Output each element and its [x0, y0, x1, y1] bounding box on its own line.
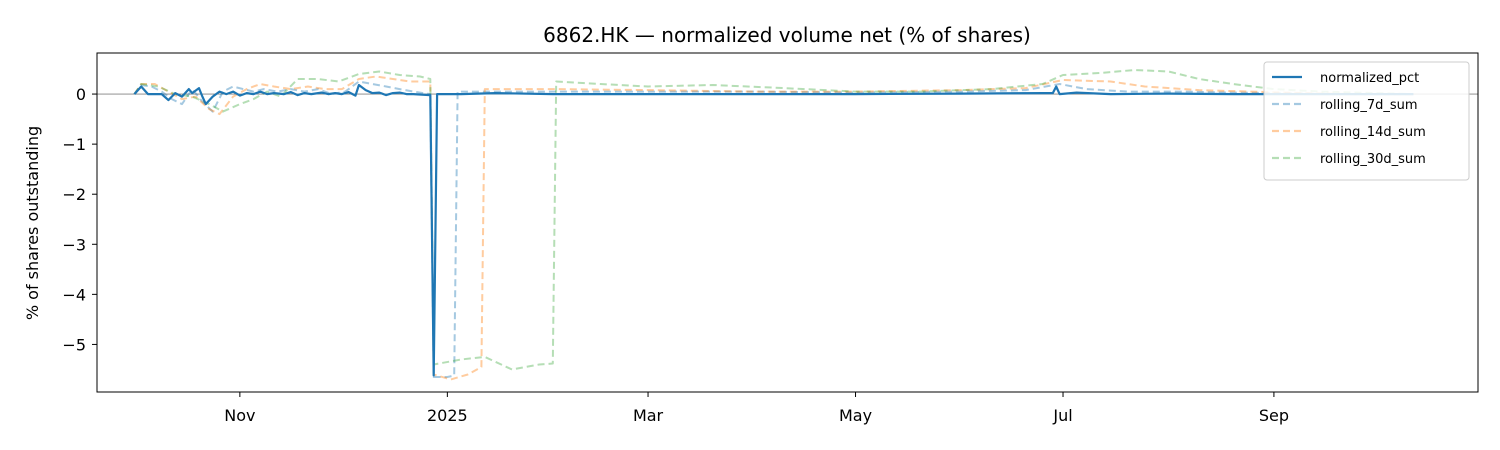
x-axis: Nov 2025 Mar May Jul Sep: [224, 392, 1289, 425]
chart-title: 6862.HK — normalized volume net (% of sh…: [543, 23, 1031, 47]
x-tick-label: Sep: [1259, 406, 1289, 425]
y-tick-label: −4: [62, 285, 86, 304]
legend-label-rolling-30d-sum: rolling_30d_sum: [1320, 152, 1426, 167]
x-tick-label: Mar: [633, 406, 664, 425]
legend-label-rolling-7d-sum: rolling_7d_sum: [1320, 98, 1418, 113]
legend-label-normalized-pct: normalized_pct: [1320, 71, 1419, 86]
y-tick-label: 0: [76, 85, 86, 104]
y-axis-label: % of shares outstanding: [23, 126, 42, 320]
legend: normalized_pct rolling_7d_sum rolling_14d_…: [1263, 61, 1470, 181]
series-line-rolling-30d-sum: [133, 69, 1414, 371]
series-line-normalized-pct: [133, 83, 1414, 377]
series-line-rolling-14d-sum: [133, 75, 1414, 381]
y-tick-label: −3: [62, 235, 86, 254]
y-tick-label: −2: [62, 185, 86, 204]
y-tick-label: −5: [62, 335, 86, 354]
y-tick-label: −1: [62, 135, 86, 154]
legend-label-rolling-14d-sum: rolling_14d_sum: [1320, 125, 1426, 140]
x-tick-label: May: [839, 406, 872, 425]
legend-box: [1263, 61, 1470, 181]
y-axis: 0 −1 −2 −3 −4 −5: [62, 85, 97, 354]
x-tick-label: 2025: [427, 406, 468, 425]
x-tick-label: Nov: [224, 406, 255, 425]
plot-frame: [96, 52, 1479, 393]
x-tick-label: Jul: [1052, 406, 1072, 425]
series-layer: [133, 69, 1414, 381]
